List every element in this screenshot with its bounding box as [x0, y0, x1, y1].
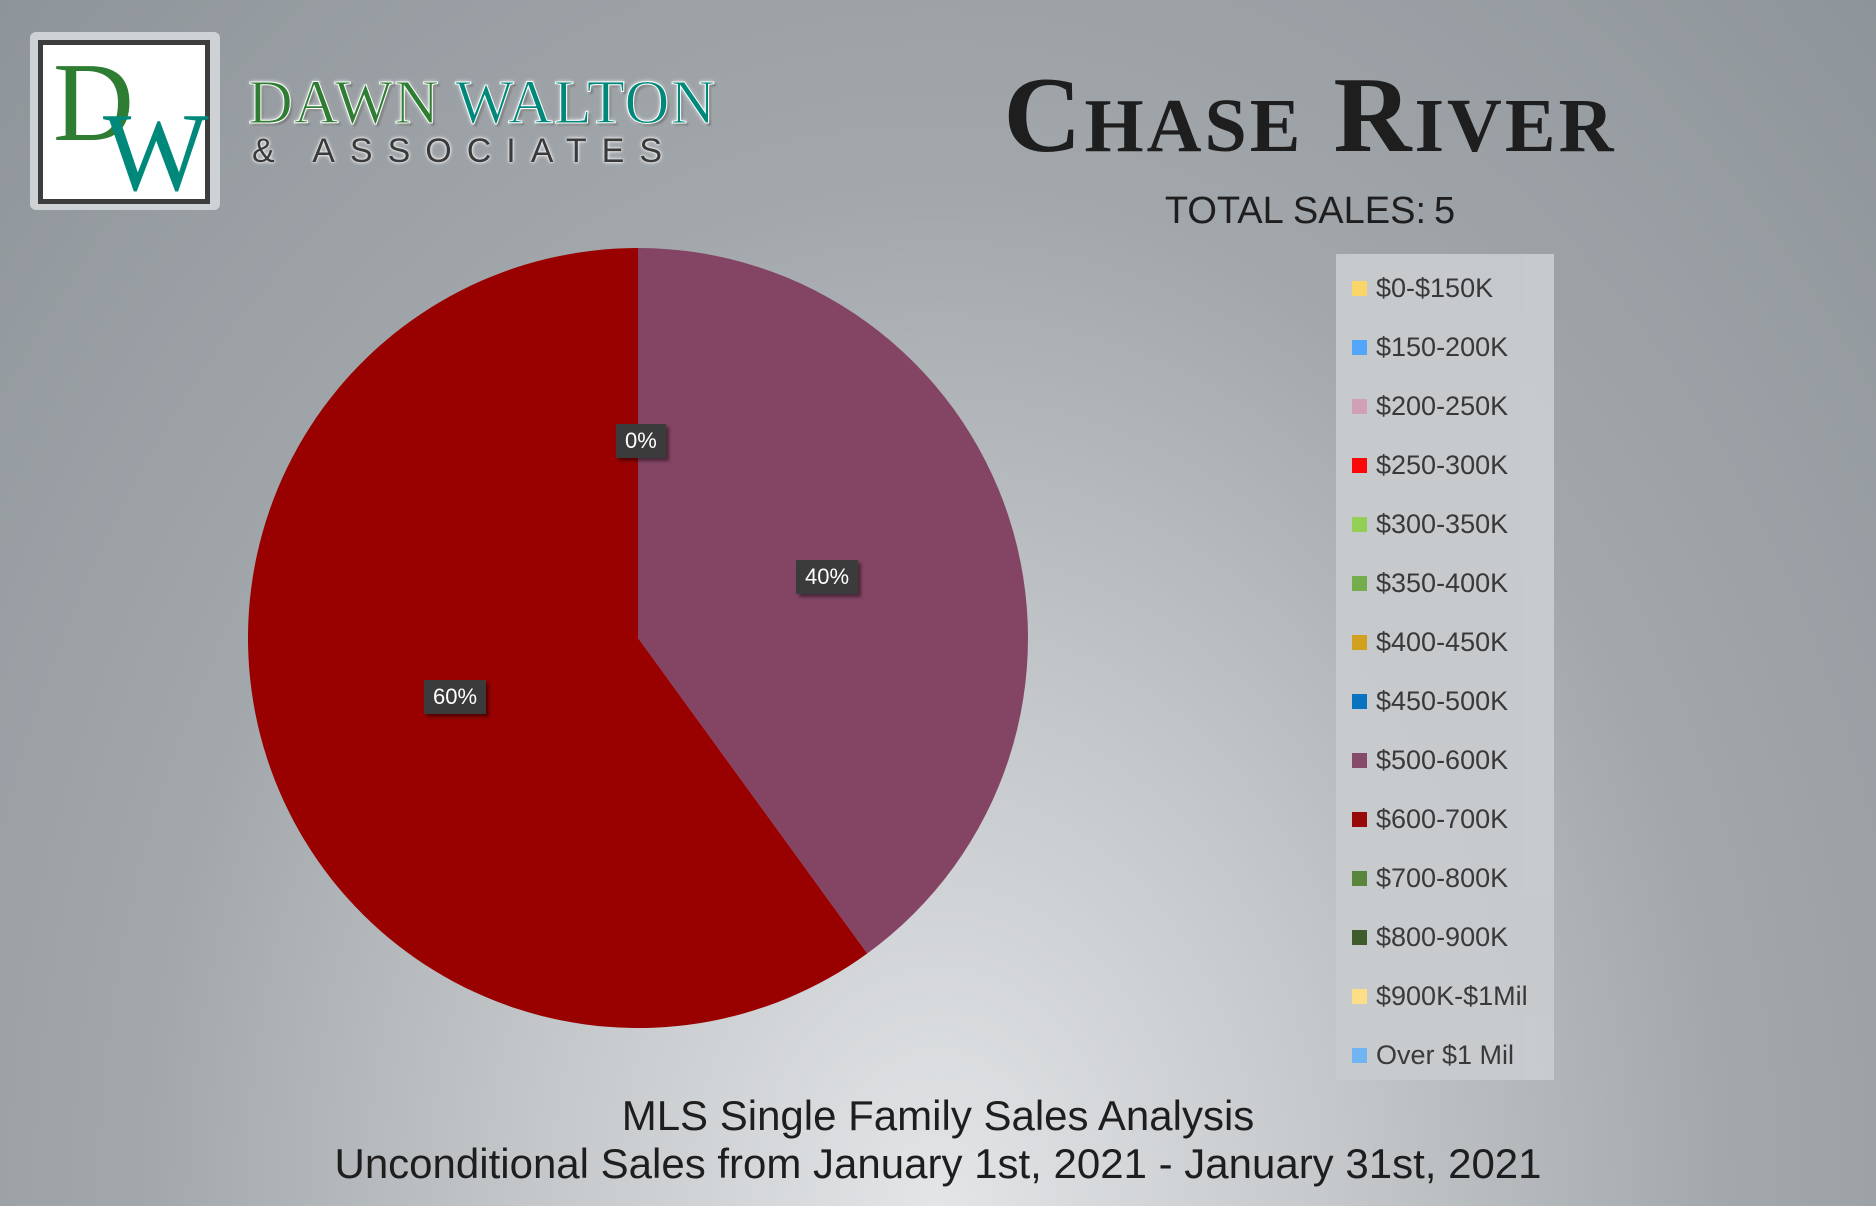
legend-label: $700-800K [1376, 862, 1509, 893]
total-sales-value: 5 [1434, 190, 1456, 232]
legend-item-700-800k: $700-800K [1352, 858, 1508, 898]
legend-swatch [1352, 516, 1367, 532]
data-label-60pct: 60% [424, 680, 487, 714]
brand-last-name: WALTON [455, 69, 717, 138]
legend-swatch [1352, 1047, 1367, 1063]
legend-swatch [1352, 280, 1367, 296]
legend-item-300-350k: $300-350K [1352, 504, 1508, 544]
logo: D W [30, 32, 220, 210]
legend-swatch [1352, 811, 1367, 827]
legend-swatch [1352, 339, 1367, 355]
chart-title: Chase River [1003, 56, 1617, 175]
legend-item-150-200k: $150-200K [1352, 327, 1508, 367]
legend-label: $150-200K [1376, 331, 1509, 362]
legend-label: $800-900K [1376, 921, 1509, 952]
legend-item-200-250k: $200-250K [1352, 386, 1508, 426]
data-label-0pct: 0% [616, 424, 666, 458]
legend-label: $600-700K [1376, 803, 1509, 834]
legend-swatch [1352, 693, 1367, 709]
pie-slice-500-600k [638, 248, 1029, 954]
logo-mark: D W [38, 40, 210, 209]
legend-label: $0-$150K [1376, 272, 1494, 303]
legend: $0-$150K $150-200K $200-250K $250-300K $300-… [1336, 254, 1554, 1080]
data-label-40pct: 40% [796, 560, 859, 594]
legend-swatch [1352, 398, 1367, 414]
legend-swatch [1352, 634, 1367, 650]
legend-item-250-300k: $250-300K [1352, 445, 1508, 485]
logo-letter-d: D [53, 41, 134, 165]
legend-item-0-150k: $0-$150K [1352, 268, 1493, 308]
legend-swatch [1352, 988, 1367, 1004]
legend-item-800-900k: $800-900K [1352, 917, 1508, 957]
total-sales-label: TOTAL SALES: [1164, 190, 1427, 232]
legend-item-400-450k: $400-450K [1352, 622, 1508, 662]
legend-item-900k-1mil: $900K-$1Mil [1352, 976, 1528, 1016]
legend-swatch [1352, 575, 1367, 591]
legend-swatch [1352, 457, 1367, 473]
footer-subtitle: MLS Single Family Sales Analysis [621, 1092, 1255, 1139]
legend-item-450-500k: $450-500K [1352, 681, 1508, 721]
legend-item-500-600k: $500-600K [1352, 740, 1508, 780]
legend-item-over-1-mil: Over $1 Mil [1352, 1035, 1514, 1075]
legend-item-350-400k: $350-400K [1352, 563, 1508, 603]
legend-label: $450-500K [1376, 685, 1509, 716]
total-sales: TOTAL SALES: 5 [940, 190, 1680, 233]
legend-item-600-700k: $600-700K [1352, 799, 1508, 839]
legend-swatch [1352, 929, 1367, 945]
legend-label: $350-400K [1376, 567, 1509, 598]
legend-swatch [1352, 870, 1367, 886]
legend-label: $900K-$1Mil [1376, 980, 1528, 1011]
legend-label: $500-600K [1376, 744, 1509, 775]
footer-date-range: Unconditional Sales from January 1st, 20… [334, 1140, 1542, 1187]
legend-swatch [1352, 752, 1367, 768]
brand-first-name: DAWN [248, 69, 440, 138]
pie-slice-600-700k [248, 248, 868, 1028]
logo-letter-w: W [103, 91, 209, 215]
legend-label: $400-450K [1376, 626, 1509, 657]
legend-label: $250-300K [1376, 449, 1509, 480]
legend-label: $300-350K [1376, 508, 1509, 539]
legend-label: $200-250K [1376, 390, 1509, 421]
legend-label: Over $1 Mil [1376, 1039, 1515, 1070]
brand-name: DAWN WALTON [248, 68, 716, 139]
brand-subtitle: & ASSOCIATES [252, 132, 678, 170]
